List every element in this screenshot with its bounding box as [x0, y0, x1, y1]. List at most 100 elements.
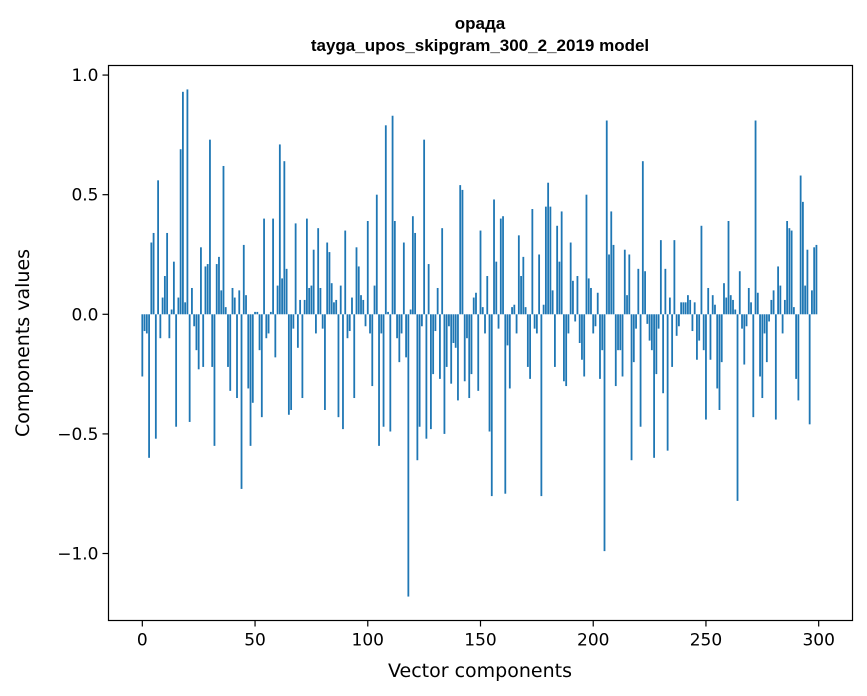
bar: [808, 314, 811, 425]
bar: [495, 261, 498, 315]
bar: [299, 299, 302, 315]
bar: [486, 276, 489, 315]
x-tick-label: 250: [690, 631, 722, 651]
bar: [556, 225, 559, 315]
bar: [542, 304, 545, 315]
bar: [150, 242, 153, 315]
bar: [797, 314, 800, 401]
bar: [409, 309, 412, 315]
bar: [526, 314, 529, 367]
bar: [639, 314, 642, 427]
bar: [696, 314, 698, 360]
bar: [445, 314, 448, 367]
bar: [145, 314, 148, 334]
bar: [335, 299, 338, 315]
bar: [691, 314, 694, 332]
bar: [283, 161, 286, 315]
bar: [163, 276, 166, 315]
bar: [540, 314, 543, 497]
bar: [729, 295, 732, 315]
bar: [479, 230, 482, 315]
bar: [741, 314, 743, 329]
bar: [366, 221, 369, 315]
x-axis-label: Vector components: [388, 660, 572, 682]
bar: [705, 314, 707, 420]
bar: [621, 314, 624, 377]
bar: [249, 314, 252, 446]
bar: [175, 314, 178, 427]
bar: [565, 314, 568, 387]
bar: [515, 314, 518, 334]
bar: [303, 299, 306, 315]
bar: [653, 314, 655, 458]
bar: [348, 314, 351, 332]
bar: [357, 266, 360, 315]
bar: [666, 314, 669, 451]
bar: [364, 314, 367, 327]
bar: [195, 314, 198, 351]
bar: [301, 314, 304, 399]
bar: [752, 314, 755, 418]
bar: [148, 314, 150, 458]
bar: [781, 314, 784, 334]
bar: [400, 314, 403, 334]
bar: [763, 314, 766, 334]
bar: [432, 314, 435, 375]
bar: [790, 230, 793, 315]
y-tick-label: −1.0: [57, 545, 98, 565]
bar: [254, 311, 256, 315]
bar: [470, 314, 473, 375]
bar: [619, 314, 622, 351]
bar: [423, 139, 426, 315]
bar: [382, 314, 385, 427]
bar: [720, 314, 723, 363]
bar: [436, 287, 439, 315]
bar: [398, 314, 401, 363]
bar: [698, 314, 701, 341]
bar: [238, 290, 241, 315]
bar: [702, 314, 705, 351]
bar: [182, 91, 184, 315]
bar: [736, 314, 739, 501]
bar: [662, 314, 665, 394]
bar: [497, 314, 500, 329]
bar: [317, 228, 320, 315]
bar: [265, 314, 268, 339]
bar: [578, 314, 581, 343]
bar: [644, 271, 646, 315]
bar: [502, 216, 504, 315]
bar: [750, 302, 752, 315]
bar: [506, 314, 509, 346]
bar: [391, 115, 394, 315]
bar: [454, 314, 457, 348]
x-tick-label: 50: [244, 631, 266, 651]
bar: [430, 314, 432, 430]
bar: [227, 314, 229, 367]
bar: [547, 182, 550, 315]
bar: [258, 314, 261, 351]
bar: [459, 185, 462, 315]
bar: [310, 285, 313, 315]
bar: [504, 314, 507, 494]
bar: [524, 307, 527, 315]
bar: [605, 120, 608, 315]
bar: [727, 221, 730, 315]
bar: [402, 242, 405, 315]
bar-series: [141, 89, 818, 597]
bar: [684, 302, 687, 315]
bar: [657, 314, 660, 329]
bar: [777, 266, 779, 315]
bar: [709, 314, 712, 360]
bar: [596, 292, 599, 315]
bar: [499, 218, 502, 315]
bar: [290, 314, 293, 410]
bar: [594, 314, 597, 327]
bar: [256, 311, 259, 315]
bar: [448, 314, 450, 327]
bar: [245, 295, 247, 315]
bar: [242, 244, 245, 315]
bar: [229, 314, 232, 391]
bar: [326, 242, 329, 315]
bar: [714, 304, 716, 315]
